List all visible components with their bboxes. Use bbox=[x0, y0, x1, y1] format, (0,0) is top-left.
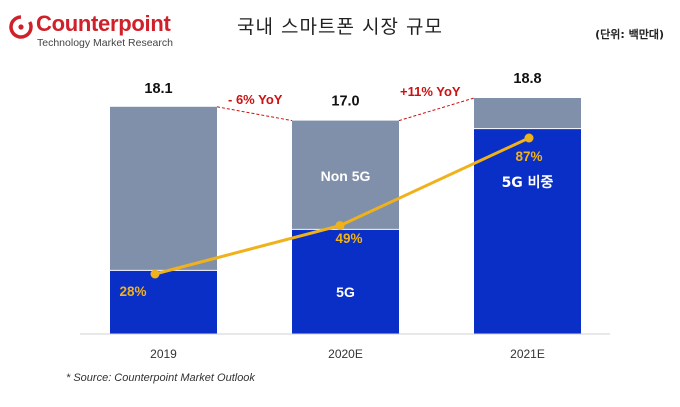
bar-non5g-2019 bbox=[110, 106, 217, 271]
yoy-label: +11% YoY bbox=[400, 84, 461, 99]
5g-segment-label: 5G bbox=[336, 284, 355, 300]
logo-name: Counterpoint bbox=[36, 11, 171, 36]
unit-label: (단위: 백만대) bbox=[595, 28, 664, 41]
bar-5g-2021E bbox=[474, 128, 581, 334]
bar-5g-2020E bbox=[292, 229, 399, 334]
non5g-segment-label: Non 5G bbox=[321, 168, 371, 184]
5g-share-segment-label: 5G 비중 bbox=[502, 175, 554, 191]
bar-non5g-2020E bbox=[292, 120, 399, 230]
5g-share-point bbox=[335, 221, 345, 231]
5g-share-label: 49% bbox=[335, 231, 362, 246]
5g-share-label: 28% bbox=[119, 284, 146, 299]
total-value-label: 18.8 bbox=[513, 71, 541, 87]
5g-share-point bbox=[524, 133, 534, 143]
bar-5g-2019 bbox=[110, 270, 217, 334]
yoy-connector-2020 bbox=[216, 106, 293, 122]
5g-share-label: 87% bbox=[515, 149, 542, 164]
x-tick-label: 2019 bbox=[150, 347, 177, 361]
5g-share-point bbox=[150, 269, 160, 279]
counterpoint-logo: Counterpoint Technology Market Research bbox=[6, 7, 196, 53]
x-tick-label: 2020E bbox=[328, 347, 363, 361]
yoy-connector-2021 bbox=[398, 97, 475, 122]
chart-title: 국내 스마트폰 시장 규모 bbox=[237, 16, 443, 38]
yoy-label: - 6% YoY bbox=[228, 92, 283, 107]
bar-non5g-2021E bbox=[474, 98, 581, 129]
x-tick-label: 2021E bbox=[510, 347, 545, 361]
counterpoint-logo-icon bbox=[9, 15, 33, 39]
total-value-label: 18.1 bbox=[144, 81, 172, 97]
logo-tagline: Technology Market Research bbox=[37, 37, 173, 49]
total-value-label: 17.0 bbox=[331, 94, 359, 110]
source-note: * Source: Counterpoint Market Outlook bbox=[66, 372, 255, 384]
